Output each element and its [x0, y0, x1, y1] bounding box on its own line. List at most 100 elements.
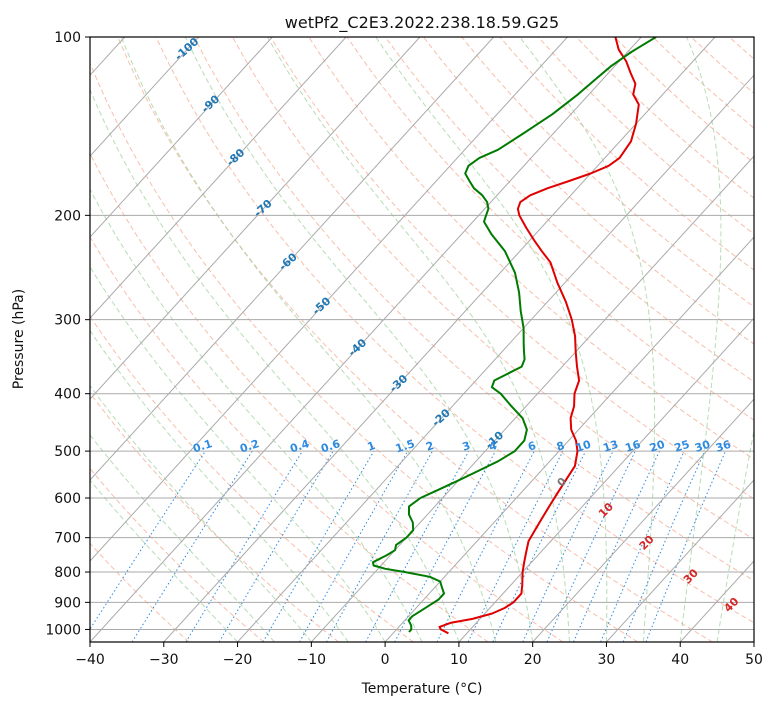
isotherm-line: [90, 37, 199, 157]
isotherm-line: [90, 37, 568, 562]
mixing-ratio-line: [436, 450, 535, 642]
y-tick-label: 500: [54, 444, 81, 460]
profile-line: [372, 37, 657, 633]
moist-adiabat: [90, 329, 349, 642]
mixing-ratio-label: 2: [424, 439, 435, 454]
dry-adiabat: [155, 37, 754, 624]
mixing-ratio-label: 6: [526, 439, 538, 454]
mixing-ratio-label: 1: [366, 439, 377, 454]
y-tick-label: 700: [54, 531, 81, 547]
dry-adiabat: [728, 37, 754, 60]
y-axis-label: Pressure (hPa): [11, 289, 27, 389]
x-tick-label: −30: [149, 652, 179, 668]
dry-adiabat: [90, 235, 489, 642]
moist-adiabat: [90, 434, 275, 642]
isotherm-line: [163, 37, 716, 642]
background-lines: [90, 37, 754, 642]
dry-adiabat: [90, 392, 339, 642]
mixing-ratio-label: 0.6: [319, 437, 342, 455]
y-tick-label: 1000: [45, 622, 81, 638]
x-tick-label: −40: [75, 652, 105, 668]
x-tick-label: 30: [598, 652, 616, 668]
x-tick-label: 40: [671, 652, 689, 668]
mixing-ratio-label: 16: [624, 438, 643, 455]
dry-adiabat: [90, 542, 190, 642]
mixing-ratio-line: [325, 450, 433, 642]
mixing-ratio-line: [185, 450, 303, 642]
line-labels: -100-90-80-70-60-50-40-30-20-100.1 0.2 0.4…: [172, 35, 742, 615]
mixing-ratio-label: 25: [673, 438, 692, 455]
y-tick-label: 600: [54, 491, 81, 507]
grid-lines: [90, 37, 754, 642]
mixing-ratio-label: 10: [574, 438, 593, 455]
mixing-ratio-line: [645, 450, 726, 642]
mixing-ratio-label: 30: [693, 438, 712, 455]
mixing-ratio-label: 3: [461, 439, 472, 454]
mixing-ratio-line: [600, 450, 685, 642]
mixing-ratio-line: [573, 450, 660, 642]
profile-lines: [372, 37, 657, 635]
y-axis-ticks: 1000 900 800 700 600 500 400 300 200 100: [45, 30, 90, 638]
isotherm-line: [679, 560, 754, 642]
mixing-ratio-label: 13: [601, 438, 620, 455]
dry-adiabat: [423, 37, 754, 345]
y-tick-label: 200: [54, 208, 81, 224]
dry-adiabat: [90, 467, 265, 642]
mixing-ratio-label: 36: [714, 438, 733, 455]
plot-frame: [89, 36, 755, 643]
isotherm-line: [90, 37, 273, 238]
moist-adiabat: [267, 37, 571, 642]
dry-adiabat: [90, 152, 564, 642]
isotherm-line: [90, 37, 421, 400]
mixing-ratio-label: 0.2: [238, 437, 261, 455]
y-tick-label: 800: [54, 565, 81, 581]
mixing-ratio-line: [365, 450, 470, 642]
y-tick-label: 300: [54, 313, 81, 329]
moist-adiabat: [679, 37, 722, 642]
dry-adiabat: [384, 37, 754, 383]
isotherm-line: [310, 155, 754, 642]
mixing-ratio-line: [467, 450, 564, 642]
mixing-ratio-label: 0.1: [191, 437, 214, 455]
mixing-ratio-label: 20: [648, 438, 667, 455]
isotherm-line: [237, 74, 754, 642]
mixing-ratio-line: [492, 450, 587, 642]
dry-adiabat: [308, 37, 754, 460]
mixing-ratio-line: [90, 450, 206, 631]
moist-adiabat: [716, 427, 754, 642]
mixing-ratio-line: [218, 450, 334, 642]
moist-adiabat-label: 30: [681, 566, 701, 586]
isotherm-line: [606, 479, 754, 642]
mixing-ratio-label: 4: [487, 439, 499, 454]
x-tick-label: 20: [524, 652, 542, 668]
mixing-ratio-line: [131, 450, 253, 642]
mixing-ratio-line: [622, 450, 706, 642]
profile-line: [438, 37, 640, 635]
dry-adiabat: [614, 37, 754, 164]
dry-adiabat: [193, 37, 754, 582]
x-tick-label: 0: [381, 652, 390, 668]
isotherm-line: [90, 37, 495, 481]
x-tick-label: 50: [745, 652, 763, 668]
isotherm-line: [458, 317, 754, 642]
x-tick-label: −20: [223, 652, 253, 668]
moist-adiabat: [90, 384, 312, 642]
mixing-ratio-label: 0.4: [288, 437, 311, 455]
moist-adiabat: [519, 37, 656, 642]
moist-adiabat: [90, 88, 460, 642]
y-tick-label: 400: [54, 387, 81, 403]
mixing-ratio-line: [262, 450, 375, 642]
dry-adiabat: [90, 62, 639, 642]
dry-adiabat: [346, 37, 754, 421]
isotherm-line: [384, 236, 754, 642]
y-tick-label: 100: [54, 30, 81, 46]
moist-adiabat: [90, 479, 238, 642]
isotherm-line: [532, 398, 754, 642]
dry-adiabat: [537, 37, 754, 235]
y-tick-label: 900: [54, 595, 81, 611]
mixing-ratio-line: [299, 450, 409, 642]
x-tick-label: −10: [297, 652, 327, 668]
dry-adiabat: [90, 315, 414, 642]
mixing-ratio-line: [394, 450, 496, 642]
